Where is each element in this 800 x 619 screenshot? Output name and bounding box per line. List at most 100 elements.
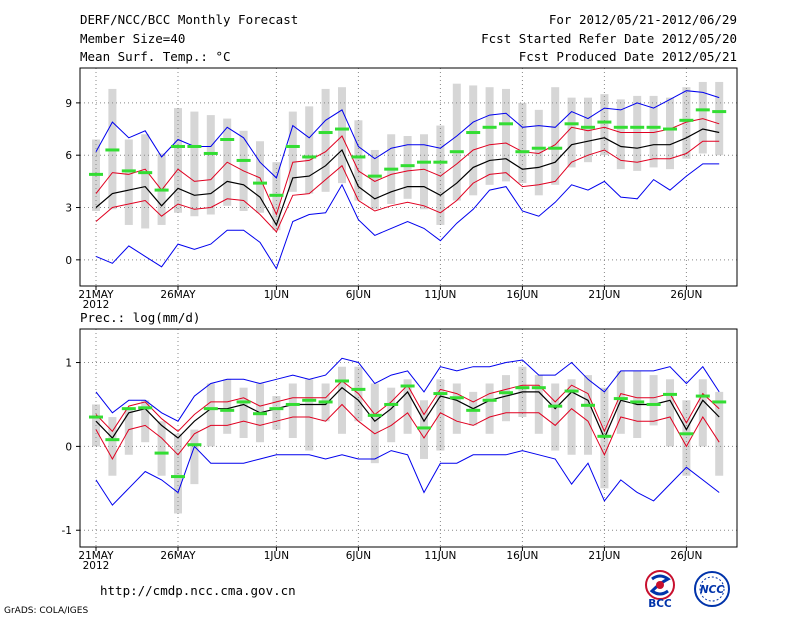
ensemble-box: [403, 136, 412, 199]
x-tick-label: 11JUN: [424, 550, 456, 562]
ensemble-box: [452, 383, 461, 434]
ensemble-box: [370, 383, 379, 464]
ensemble-box: [288, 383, 297, 438]
ensemble-box: [584, 97, 592, 163]
series-line-spread-lower: [95, 140, 720, 233]
ensemble-box: [698, 379, 707, 447]
ensemble-box: [124, 408, 133, 455]
plot-frame: [79, 328, 738, 548]
ensemble-box: [666, 379, 674, 447]
x-tick-label: 26JUN: [670, 550, 702, 562]
x-tick-label: 26JUN: [670, 289, 702, 301]
ensemble-box: [256, 141, 264, 213]
ensemble-box: [141, 400, 150, 443]
series-line-spread-lower: [95, 403, 720, 461]
ensemble-box: [485, 383, 494, 434]
member-size-label: Member Size=40: [80, 31, 186, 46]
bcc-logo: BCC: [645, 570, 675, 609]
chart-title: DERF/NCC/BCC Monthly Forecast: [80, 12, 299, 27]
ensemble-box: [387, 387, 396, 443]
ensemble-box: [616, 370, 625, 434]
x-tick-label: 16JUN: [506, 550, 538, 562]
ensemble-box: [239, 387, 248, 438]
ensemble-box: [370, 149, 379, 210]
x-tick-label: 16JUN: [506, 289, 538, 301]
ensemble-box: [649, 95, 658, 168]
x-tick-label: 6JUN: [346, 550, 371, 562]
ensemble-box: [551, 87, 560, 185]
series-line-ensemble-mean: [95, 386, 720, 440]
x-tick-label: 2012: [83, 560, 110, 572]
ensemble-box: [305, 106, 314, 194]
ensemble-box: [715, 391, 724, 476]
ensemble-box: [518, 102, 527, 184]
x-tick-label: 21MAY: [78, 289, 114, 301]
bcc-logo-text: BCC: [648, 598, 672, 609]
ensemble-box: [502, 88, 510, 182]
ensemble-box: [584, 375, 592, 455]
ensemble-box: [666, 97, 674, 170]
ensemble-box: [682, 87, 691, 159]
y-tick-label: 3: [65, 203, 72, 215]
y-tick-label: 0: [65, 441, 72, 453]
ensemble-box: [633, 95, 642, 171]
grads-credit: GrADS: COLA/IGES: [4, 606, 89, 616]
y-tick-label: 6: [65, 150, 72, 162]
x-tick-label: 1JUN: [264, 289, 289, 301]
ensemble-box: [190, 429, 199, 485]
x-tick-label: 2012: [83, 299, 110, 311]
ensemble-box: [157, 421, 166, 476]
x-tick-label: 26MAY: [160, 550, 196, 562]
x-tick-label: 26MAY: [160, 289, 196, 301]
ensemble-box: [305, 379, 314, 451]
y-tick-label: 1: [65, 358, 72, 370]
ensemble-box: [436, 379, 445, 451]
ensemble-box: [124, 139, 133, 225]
ensemble-box: [698, 81, 707, 154]
ensemble-box: [141, 134, 150, 229]
forecast-period-label: For 2012/05/21-2012/06/29: [548, 12, 737, 27]
ensemble-box: [223, 379, 232, 434]
ensemble-box: [567, 97, 576, 168]
ensemble-box: [715, 81, 724, 156]
precipitation-panel-title: Prec.: log(mm/d): [80, 310, 200, 325]
ensemble-box: [469, 85, 478, 196]
forecast-start-label: Fcst Started Refer Date 2012/05/20: [481, 31, 737, 46]
ensemble-box: [321, 88, 330, 192]
ensemble-box: [338, 366, 346, 434]
agency-logos: BCC NCC: [645, 570, 730, 609]
ensemble-box: [567, 379, 576, 455]
forecast-produced-label: Fcst Produced Date 2012/05/21: [518, 49, 737, 64]
y-tick-label: 9: [65, 98, 72, 110]
y-tick-label: 0: [65, 255, 72, 267]
ncc-logo-text: NCC: [700, 584, 724, 596]
y-tick-label: -1: [62, 525, 72, 537]
ensemble-box: [551, 383, 560, 451]
x-tick-label: 1JUN: [264, 550, 289, 562]
ensemble-box: [288, 111, 297, 192]
ensemble-box: [272, 396, 281, 430]
ensemble-box: [534, 109, 543, 196]
x-tick-label: 21JUN: [588, 550, 620, 562]
series-line-ensemble-max: [95, 357, 720, 422]
ensemble-box: [436, 125, 445, 225]
ensemble-box: [534, 375, 543, 434]
ensemble-box: [403, 379, 412, 434]
temperature-panel-title: Mean Surf. Temp.: °C: [80, 49, 231, 64]
source-url[interactable]: http://cmdp.ncc.cma.gov.cn: [100, 583, 296, 598]
x-tick-label: 21MAY: [78, 550, 114, 562]
ensemble-box: [206, 383, 215, 447]
ensemble-box: [502, 375, 510, 422]
ensemble-box: [616, 99, 625, 170]
ensemble-box: [452, 83, 461, 201]
ensemble-box: [190, 111, 199, 217]
ensemble-box: [420, 134, 428, 210]
x-tick-label: 21JUN: [588, 289, 620, 301]
series-line-spread-upper: [95, 118, 720, 216]
x-tick-label: 6JUN: [346, 289, 371, 301]
plot-frame: [79, 67, 738, 287]
series-line-ensemble-min: [95, 445, 720, 506]
